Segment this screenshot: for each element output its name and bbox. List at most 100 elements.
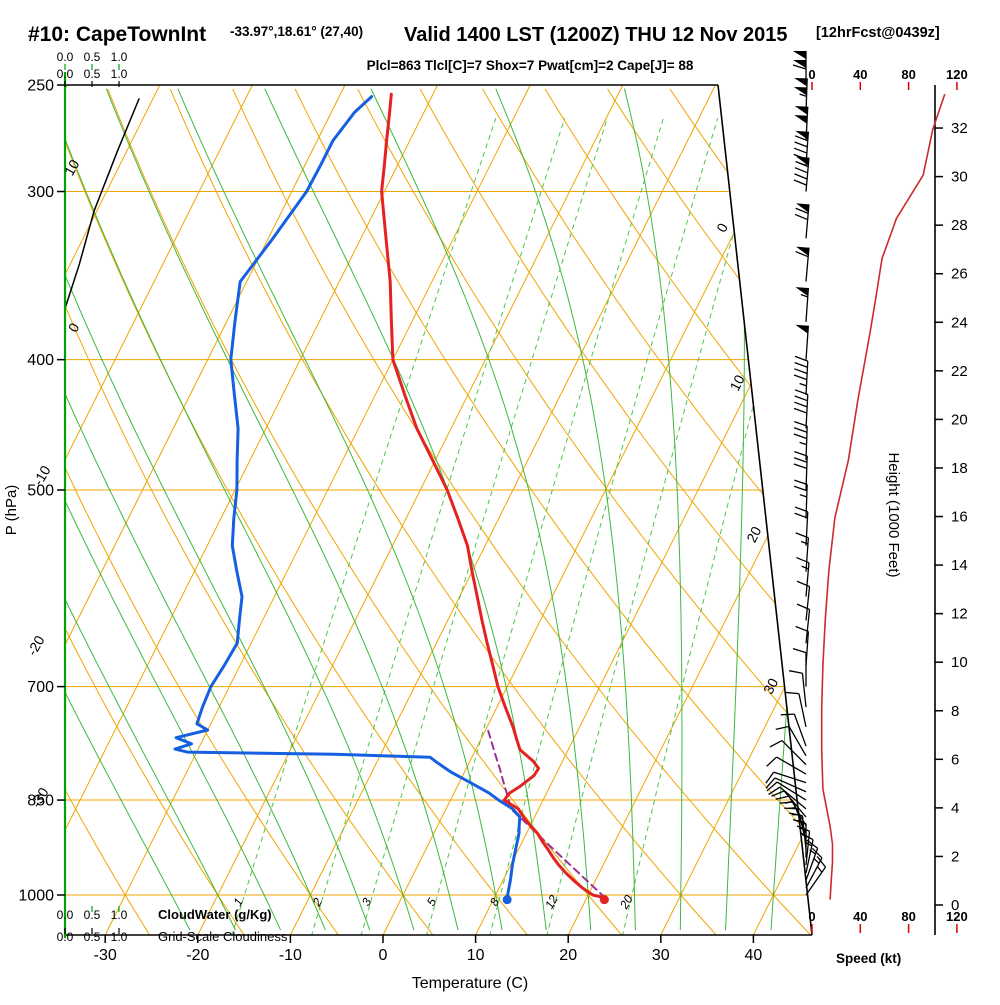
wind-barb-full	[767, 757, 777, 766]
surface-dewpoint-dot	[503, 895, 512, 904]
moist-adiabat-line	[46, 89, 414, 930]
wind-barb-full	[789, 671, 802, 674]
dry-adiabat-line	[0, 89, 150, 936]
wind-barb-half	[801, 541, 808, 543]
mini-scale-label: 1.0	[111, 67, 128, 81]
isotherm-line	[105, 85, 530, 935]
mini-scale-label: 0.5	[84, 67, 101, 81]
mixing-ratio-line	[490, 118, 718, 936]
height-tick-label: 8	[951, 703, 959, 720]
wind-barb-half	[800, 442, 807, 444]
wind-barb-full	[794, 458, 807, 462]
isotherm-line	[0, 85, 160, 935]
pressure-axis-label: P (hPa)	[3, 485, 20, 536]
isotherm-line	[290, 85, 715, 935]
pressure-tick-label: 700	[27, 679, 54, 696]
temperature-tick-label: -10	[279, 947, 302, 964]
height-tick-label: 18	[951, 460, 968, 477]
height-tick-label: 14	[951, 557, 968, 574]
background-isolines	[0, 85, 1000, 936]
isotherm-line	[13, 85, 438, 935]
wind-barb-full	[794, 408, 807, 413]
mini-scale-label: 0.0	[57, 67, 74, 81]
wind-barb-full	[794, 464, 807, 468]
wind-barb-half	[785, 802, 792, 804]
isotherm-right-label: 30	[760, 675, 781, 696]
wind-barb-half	[817, 867, 822, 873]
wind-barb-full	[794, 180, 807, 185]
valid-time-title: Valid 1400 LST (1200Z) THU 12 Nov 2015	[404, 24, 788, 46]
pressure-tick-label: 1000	[18, 888, 54, 905]
height-tick-label: 24	[951, 314, 968, 331]
temperature-tick-label: 10	[467, 947, 485, 964]
parcel-path-trace	[487, 727, 605, 898]
wind-barb-pennant	[794, 78, 807, 86]
station-coords: -33.97°,18.61° (27,40)	[230, 24, 363, 39]
moist-adiabat-line	[771, 89, 826, 930]
pressure-tick-label: 250	[27, 78, 54, 95]
mixing-ratio-line	[311, 118, 564, 936]
temperature-tick-label: 0	[379, 947, 388, 964]
wind-barb-full	[794, 369, 807, 374]
wind-barb-full	[794, 174, 807, 179]
wind-barb-half	[788, 808, 795, 809]
wind-barb-full	[776, 726, 789, 729]
speed-tick-label-top: 120	[946, 67, 968, 82]
sounding-traces	[62, 94, 609, 904]
speed-tick-label-top: 0	[808, 67, 815, 82]
station-title: #10: CapeTownInt	[28, 23, 206, 46]
wind-barb-column	[766, 51, 826, 895]
wind-barb-full	[794, 422, 807, 426]
isotherm-line	[383, 85, 808, 935]
wind-barb-full	[794, 434, 807, 438]
wind-barb-full	[770, 741, 782, 747]
adiabat-left-label: 0	[65, 320, 83, 335]
wind-barb-staff	[782, 741, 806, 765]
wind-barb-full	[793, 649, 806, 653]
moist-adiabat-line	[496, 89, 636, 930]
speed-axis-label: Speed (kt)	[836, 951, 901, 966]
wind-barb-half	[800, 383, 807, 385]
wind-barb-staff	[806, 426, 807, 460]
isotherm-right-label: 0	[713, 220, 731, 234]
wind-barb-full	[796, 627, 809, 632]
surface-temperature-dot	[600, 895, 609, 904]
wind-barb-full	[794, 428, 807, 432]
wind-barb-half	[814, 858, 819, 863]
wind-barb-full	[794, 480, 807, 484]
mixing-ratio-line	[547, 118, 767, 936]
speed-profile-curve	[822, 94, 945, 899]
wind-barb-staff	[774, 772, 806, 783]
wind-barb-pennant	[793, 51, 806, 59]
dry-adiabat-line	[233, 89, 812, 936]
params-line: Plcl=863 Tlcl[C]=7 Shox=7 Pwat[cm]=2 Cap…	[367, 58, 694, 73]
dry-adiabat-line	[295, 89, 906, 936]
isotherm-right-label: 20	[743, 524, 764, 545]
wind-barb-half	[800, 495, 807, 497]
wind-barb-full	[776, 796, 789, 799]
height-tick-label: 22	[951, 363, 968, 380]
height-axis-label: Height (1000 Feet)	[885, 452, 902, 577]
wind-barb-full	[794, 486, 807, 490]
forecast-note: [12hrFcst@0439z]	[816, 25, 940, 41]
height-tick-label: 20	[951, 411, 968, 428]
speed-tick-label-bottom: 120	[946, 909, 968, 924]
moist-adiabat-line	[0, 89, 370, 930]
speed-tick-label-bottom: 80	[901, 909, 915, 924]
temperature-axis-label: Temperature (C)	[412, 975, 528, 992]
height-tick-label: 10	[951, 654, 968, 671]
dry-adiabat-line	[483, 89, 1000, 936]
mini-scale-label: 0.5	[84, 50, 101, 64]
aux-upper-curve	[62, 99, 139, 317]
wind-barb-pennant	[794, 115, 807, 124]
dry-adiabat-line	[545, 89, 1000, 936]
wind-barb-full	[795, 396, 808, 401]
dry-adiabat-line	[982, 89, 1000, 936]
mini-scale-label: 1.0	[111, 50, 128, 64]
wind-speed-profile	[822, 94, 945, 899]
dry-adiabat-line	[420, 89, 1000, 936]
speed-tick-label-top: 80	[901, 67, 915, 82]
height-tick-label: 6	[951, 751, 959, 768]
